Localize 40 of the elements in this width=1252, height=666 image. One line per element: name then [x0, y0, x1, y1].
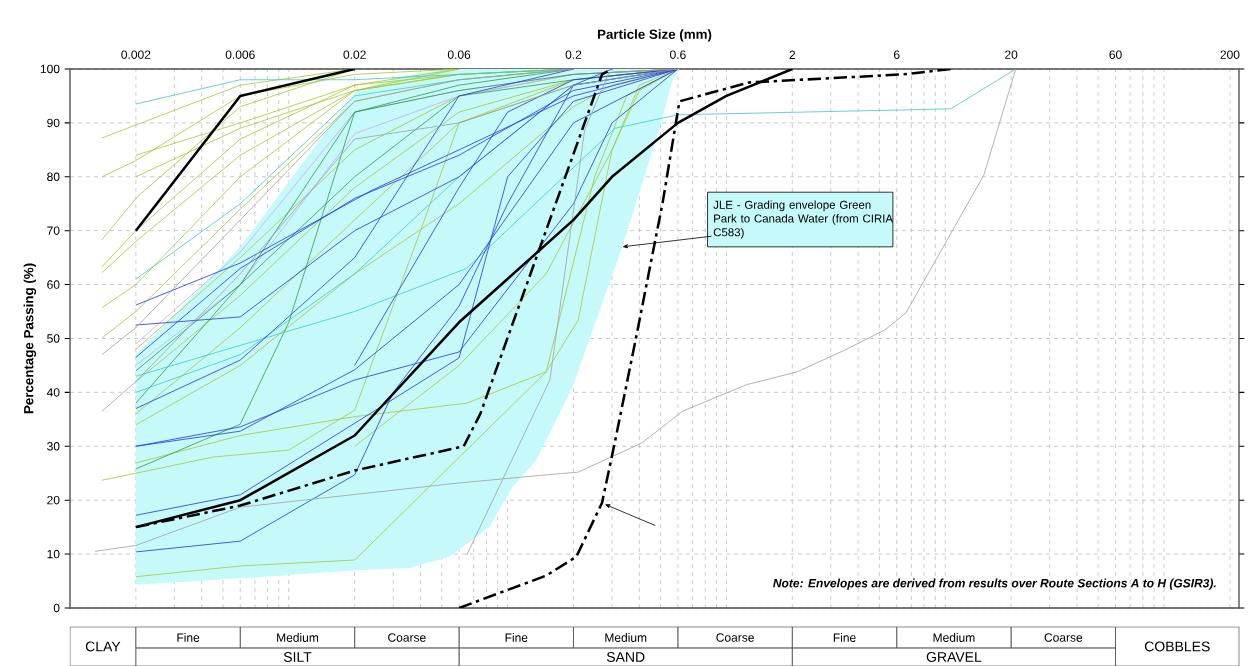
x-tick-label: 0.2 — [565, 50, 582, 59]
y-tick-label: 50 — [47, 334, 60, 343]
x-tick-label: 6 — [893, 50, 900, 59]
x-tick-label: 200 — [1220, 50, 1240, 59]
x-tick-label: 0.006 — [225, 50, 255, 59]
annotation: Note: Envelopes are derived from results over Route Sections A to H (GSIR3). — [773, 578, 1216, 590]
annotation: JLE - Grading envelope Green Park to Canada Water (from CIRIA C583) — [713, 200, 894, 239]
text: Coarse — [388, 633, 426, 642]
x-tick-label: 0.6 — [670, 50, 686, 59]
text: Fine — [833, 633, 856, 642]
y-tick-label: 70 — [47, 226, 60, 235]
text: CLAY — [85, 641, 121, 652]
x-tick-label: 0.06 — [447, 50, 471, 59]
y-tick-label: 20 — [47, 495, 60, 505]
y-tick-label: 40 — [46, 388, 60, 397]
y-tick-label: 80 — [47, 172, 60, 182]
text: Medium — [605, 633, 647, 642]
text: SAND — [606, 652, 645, 662]
x-axis-title: Particle Size (mm) — [597, 29, 712, 42]
y-tick-label: 0 — [53, 603, 60, 613]
x-tick-label: 2 — [789, 50, 796, 59]
y-tick-label: 10 — [47, 549, 60, 559]
y-tick-label: 90 — [47, 118, 60, 128]
y-axis-title: Percentage Passing (%) — [23, 263, 37, 414]
text: COBBLES — [1144, 641, 1210, 652]
text: SILT — [283, 652, 312, 662]
text: Medium — [933, 633, 975, 642]
y-tick-label: 30 — [47, 442, 60, 451]
x-tick-label: 60 — [1109, 50, 1122, 59]
x-tick-label: 0.002 — [121, 50, 151, 59]
y-tick-label: 60 — [47, 280, 60, 289]
y-tick-label: 100 — [40, 64, 60, 74]
text: Coarse — [1044, 633, 1083, 642]
x-tick-label: 20 — [1005, 50, 1018, 59]
text: Medium — [277, 633, 319, 642]
text: Fine — [177, 633, 200, 642]
x-tick-label: 0.02 — [343, 50, 366, 59]
text: Fine — [505, 633, 528, 642]
text: GRAVEL — [926, 652, 982, 662]
text: Coarse — [716, 633, 754, 642]
